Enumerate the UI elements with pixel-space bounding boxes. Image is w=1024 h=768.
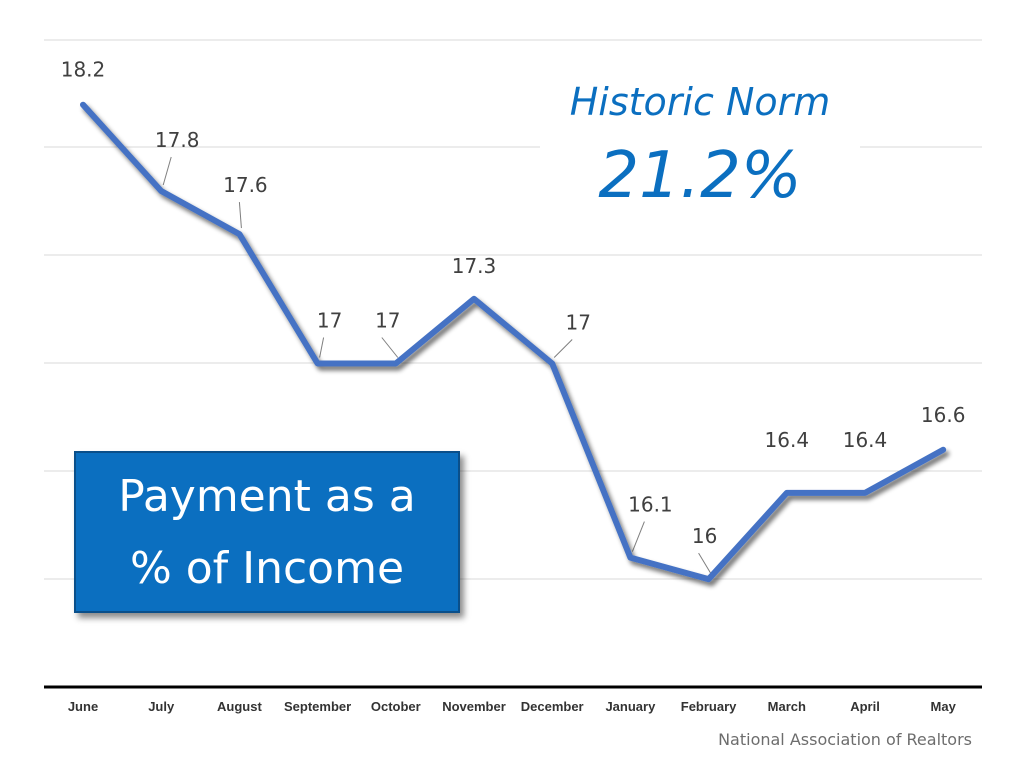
leader-line-8	[698, 552, 712, 574]
x-tick-november: November	[442, 699, 506, 714]
data-point-april	[864, 491, 866, 494]
x-tick-june: June	[68, 699, 98, 714]
data-label-august: 17.6	[223, 173, 268, 197]
data-label-september: 17	[317, 309, 342, 333]
x-tick-january: January	[605, 699, 656, 714]
data-point-august	[238, 233, 241, 236]
data-point-march	[785, 491, 788, 494]
historic-norm-label: Historic Norm	[540, 70, 860, 134]
data-label-april: 16.4	[843, 428, 888, 452]
source-credit: National Association of Realtors	[718, 730, 972, 749]
x-tick-august: August	[217, 699, 262, 714]
x-tick-october: October	[371, 699, 421, 714]
data-label-june: 18.2	[61, 58, 106, 82]
data-label-march: 16.4	[765, 428, 810, 452]
data-label-may: 16.6	[921, 403, 966, 427]
x-tick-july: July	[148, 699, 175, 714]
data-label-january: 16.1	[628, 493, 673, 517]
series-line	[80, 101, 947, 583]
series-line-path	[80, 101, 947, 583]
data-point-may	[942, 448, 945, 451]
data-label-february: 16	[692, 524, 717, 548]
historic-norm-callout: Historic Norm 21.2%	[540, 70, 860, 218]
leader-lines	[162, 156, 712, 574]
data-point-february	[707, 578, 710, 581]
leader-line-4	[381, 337, 399, 358]
data-point-november	[473, 297, 475, 300]
x-tick-labels: June July August September October November De…	[68, 699, 957, 714]
historic-norm-value: 21.2%	[540, 134, 860, 218]
leader-line-7	[631, 521, 645, 552]
data-point-january	[629, 556, 632, 559]
data-labels: 18.2 17.8 17.6 17 17 17.3 17 16.1 16 16.4 16.4 16.6	[61, 58, 966, 548]
x-tick-september: September	[284, 699, 351, 714]
leader-line-6	[553, 339, 573, 358]
data-label-july: 17.8	[155, 128, 200, 152]
leader-line-3	[319, 337, 325, 358]
data-point-october	[394, 362, 397, 365]
x-tick-may: May	[931, 699, 957, 714]
callout-line-1: Payment as a	[118, 471, 416, 522]
data-point-july	[160, 189, 163, 192]
payment-income-callout: Payment as a % of Income	[74, 451, 460, 613]
leader-line-1	[162, 156, 172, 186]
data-label-december: 17	[565, 311, 590, 335]
callout-line-2: % of Income	[129, 543, 405, 594]
x-tick-february: February	[681, 699, 737, 714]
data-label-october: 17	[375, 309, 400, 333]
data-label-november: 17.3	[452, 254, 497, 278]
data-point-september	[316, 362, 319, 365]
leader-line-2	[238, 202, 242, 229]
data-point-december	[551, 362, 554, 365]
x-tick-march: March	[768, 699, 806, 714]
x-tick-april: April	[850, 699, 880, 714]
x-tick-december: December	[521, 699, 584, 714]
data-point-june	[82, 103, 84, 106]
